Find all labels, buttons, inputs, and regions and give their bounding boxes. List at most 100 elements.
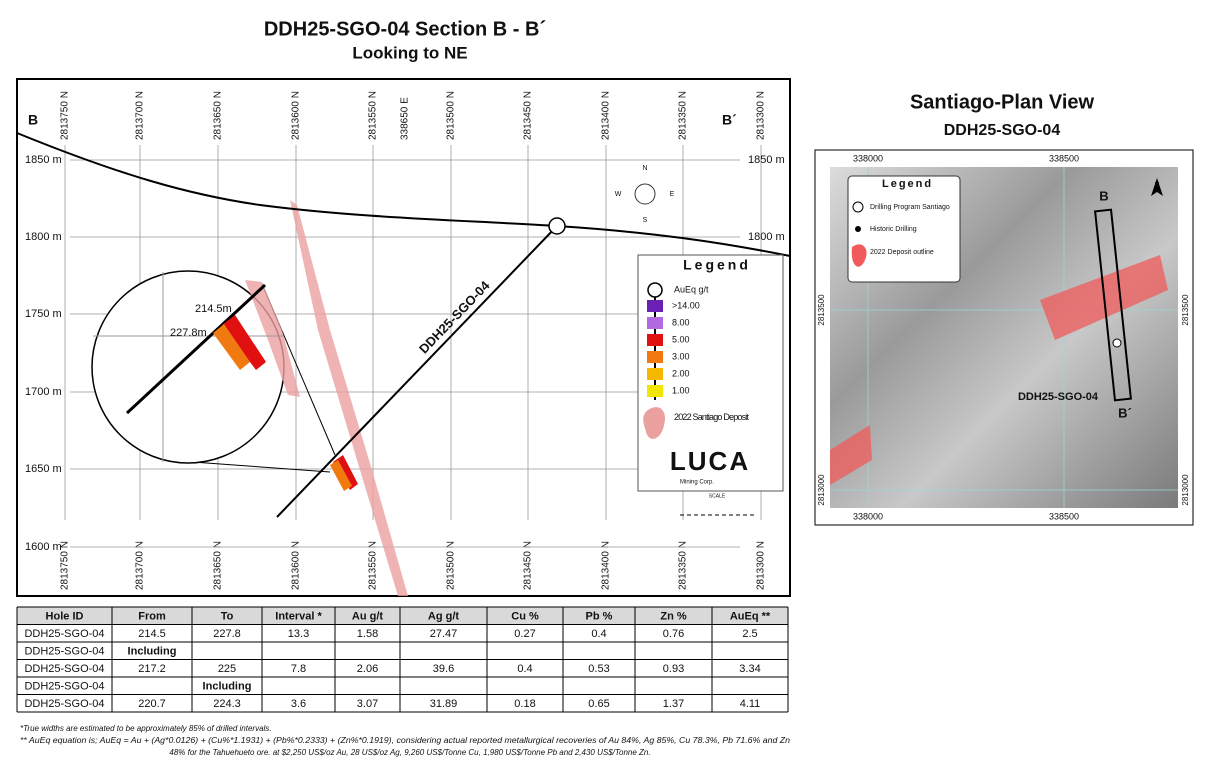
table-cell: 27.47 [430,628,458,640]
table-cell: 224.3 [213,698,241,710]
section-end: B [1099,188,1108,203]
northing-label: 2813600 N [291,541,302,590]
footnote: 48% for the Tahuehueto ore. at $2,250 US… [169,748,650,757]
table-cell: 225 [218,663,236,675]
elevation-label: 1700 m [25,386,62,398]
section-end: B [28,112,38,128]
collar [548,217,566,235]
northing-label: 2813700 N [135,91,146,140]
table: Hole ID From To Interval * Au g/t Ag g/t Cu % P… [16,606,789,713]
legend-swatch [647,368,663,380]
table-header: Ag g/t [428,611,459,623]
northing-label: 2813550 N [368,91,379,140]
northing-label: 2813300 N [756,541,767,590]
easting-label: 338500 [1049,153,1079,163]
table-cell: 2.06 [357,663,378,675]
easting-label: 338000 [853,153,883,163]
elevation-label: 1800 m [748,231,785,243]
elevation-label: 1600 m [25,541,62,553]
section-title: DDH25-SGO-04 Section B - B´ [264,18,546,40]
legend-collar [647,282,663,298]
table-cell: 3.6 [291,698,306,710]
compass-letter: W [615,191,622,198]
legend-collar [852,201,864,213]
depth-label: 227.8m [170,327,207,339]
northing-label: 2813500 [1181,294,1190,326]
table-cell: 214.5 [138,628,166,640]
legend-label: Historic Drilling [870,226,917,233]
elevation-label: 1850 m [25,154,62,166]
northing-label: 2813500 [817,294,826,326]
table-header: Hole ID [46,611,84,623]
table-cell: 4.11 [740,698,761,710]
compass-letter: N [642,165,647,172]
legend-hist [855,226,861,232]
table-cell: 3.34 [739,663,760,675]
table-header-bg [17,607,788,625]
table-cell: 39.6 [433,663,454,675]
table-cell: 0.27 [514,628,535,640]
northing-label: 2813300 N [756,91,767,140]
deposit [830,425,872,485]
table-header: Interval * [275,611,322,623]
elevation-label: 1800 m [25,231,62,243]
compass [634,183,656,205]
legend-label: 2.00 [672,368,690,378]
table-cell: DDH25-SGO-04 [24,663,104,675]
plan: 338000 338000 338500 338500 2813500 2813500 28… [817,153,1190,521]
northing-label: 2813450 N [523,91,534,140]
legend-swatch [647,334,663,346]
table-cell: DDH25-SGO-04 [24,646,104,658]
elevation-label: 1750 m [25,308,62,320]
scale-label: SCALE [709,493,726,499]
table-cell: 0.93 [663,663,684,675]
table-cell: 1.58 [357,628,378,640]
northing-label: 2813750 N [60,91,71,140]
table-header: From [138,611,166,623]
elevation-label: 1650 m [25,463,62,475]
northing-label: 2813000 [1181,474,1190,506]
deposit [290,200,408,596]
table-cell: DDH25-SGO-04 [24,628,104,640]
legend-swatch [647,351,663,363]
collar [1112,338,1122,348]
legend-label: >14.00 [672,300,700,310]
northing-label: 2813350 N [678,541,689,590]
legend-title: Legend [882,178,933,190]
northing-label: 2813700 N [135,541,146,590]
northing-label: 2813650 N [213,541,224,590]
section-end: B´ [722,112,737,128]
table-cell: 217.2 [138,663,166,675]
table-cell: DDH25-SGO-04 [24,698,104,710]
northing-label: 2813600 N [291,91,302,140]
table-cell: DDH25-SGO-04 [24,681,104,693]
plan-subtitle: DDH25-SGO-04 [944,122,1061,139]
northing-label: 2813750 N [60,541,71,590]
table-header: AuEq ** [730,611,771,623]
legend-swatch [647,385,663,397]
table-cell: 7.8 [291,663,306,675]
table-cell: 0.53 [588,663,609,675]
northing-label: 2813400 N [601,541,612,590]
table-cell: 1.37 [663,698,684,710]
table-cell: 220.7 [138,698,166,710]
legend-label: 5.00 [672,334,690,344]
table-cell: 0.4 [517,663,532,675]
compass-letter: S [643,217,648,224]
plan-title: Santiago-Plan View [910,91,1095,113]
table-cell: 0.4 [591,628,606,640]
compass-letter: E [670,191,675,198]
easting-label: 338500 [1049,511,1079,521]
northing-label: 2813000 [817,474,826,506]
table-header: Cu % [511,611,539,623]
table-cell: 227.8 [213,628,241,640]
legend-deposit [643,407,666,439]
table-cell: 2.5 [742,628,757,640]
section-box [1094,208,1132,402]
legend-label: 2022 Santiago Deposit [674,412,749,422]
table-header: Au g/t [352,611,383,623]
legend-label: 1.00 [672,385,690,395]
intercept [222,315,266,370]
intercept [213,324,250,370]
